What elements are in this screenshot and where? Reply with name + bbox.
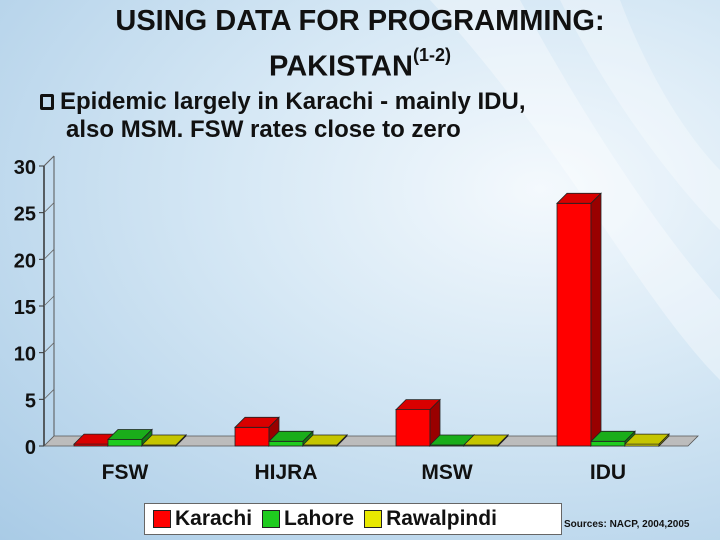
x-tick-label: FSW (102, 461, 149, 484)
x-tick-label: HIJRA (254, 461, 317, 484)
x-tick-label: IDU (590, 461, 626, 484)
slide-title-country: PAKISTAN (269, 50, 413, 83)
bullet-icon (40, 94, 54, 110)
chart-legend: Karachi Lahore Rawalpindi (144, 503, 562, 535)
y-tick-depth (43, 155, 55, 167)
bullet-point: Epidemic largely in Karachi - mainly IDU… (40, 88, 710, 144)
bar-karachi-idu (556, 202, 592, 447)
slide-title-reference: (1-2) (412, 45, 451, 65)
legend-label-lahore: Lahore (284, 507, 355, 530)
bullet-text-line1: Epidemic largely in Karachi - mainly IDU… (60, 88, 526, 115)
bar-rawalpindi-hijra-side (336, 434, 348, 447)
legend-label-karachi: Karachi (175, 507, 253, 530)
slide-title-line2: PAKISTAN(1-2) (0, 42, 720, 84)
y-tick-label: 20 (14, 250, 36, 272)
source-note: Sources: NACP, 2004,2005 (564, 519, 690, 530)
legend-label-rawalpindi: Rawalpindi (386, 507, 497, 530)
y-tick-label: 30 (14, 157, 36, 179)
y-tick-label: 10 (14, 344, 36, 366)
legend-swatch-lahore (262, 510, 281, 528)
bar-rawalpindi-msw-side (497, 434, 509, 447)
bar-lahore-idu (590, 440, 626, 447)
bar-chart: 0 5 10 15 20 25 30 FSW HIJRA MSW IDU (14, 155, 699, 484)
bar-karachi-hijra (234, 426, 270, 447)
y-tick-depth (43, 389, 55, 400)
x-tick-label: MSW (421, 461, 473, 484)
y-tick-depth (43, 435, 55, 447)
bar-karachi-msw (395, 409, 431, 447)
bullet-line2: also MSM. FSW rates close to zero (66, 116, 461, 143)
legend-item-karachi: Karachi (153, 507, 252, 531)
bullet-line1: Epidemic largely in Karachi - mainly IDU… (40, 88, 710, 116)
y-tick-label: 5 (25, 390, 36, 412)
bar-lahore-fsw (107, 439, 143, 447)
bar-rawalpindi-idu-side (658, 433, 670, 447)
y-tick-depth (43, 295, 55, 307)
y-tick-depth (43, 202, 55, 213)
bar-lahore-hijra (268, 440, 304, 447)
y-tick-label: 15 (14, 297, 36, 319)
bar-rawalpindi-fsw-side (175, 434, 187, 447)
slide-title-line1: USING DATA FOR PROGRAMMING: (115, 5, 605, 37)
legend-item-lahore: Lahore (262, 507, 354, 531)
legend-swatch-rawalpindi (364, 510, 383, 528)
legend-swatch-karachi (153, 510, 171, 528)
legend-item-rawalpindi: Rawalpindi (364, 507, 497, 531)
y-tick-label: 0 (25, 437, 36, 459)
bar-karachi-idu-side (590, 192, 602, 447)
y-tick-depth (43, 342, 55, 353)
y-tick-depth (43, 249, 55, 260)
y-tick-label: 25 (14, 204, 36, 226)
